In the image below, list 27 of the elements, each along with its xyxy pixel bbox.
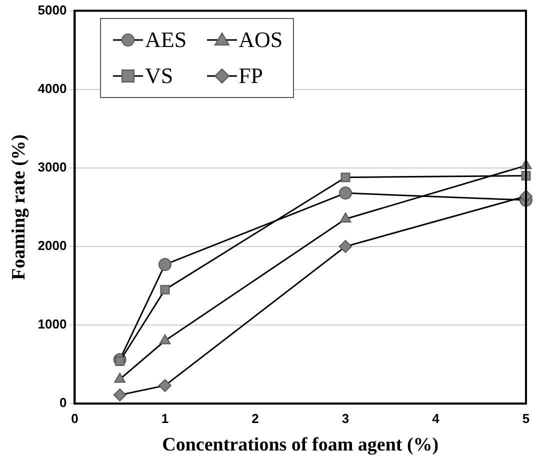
x-tick-label: 4 xyxy=(432,410,440,426)
y-axis-title: Foaming rate (%) xyxy=(8,134,30,280)
y-tick-label: 1000 xyxy=(38,316,67,332)
x-tick-label: 5 xyxy=(522,410,530,426)
y-tick-label: 4000 xyxy=(38,80,67,96)
point xyxy=(338,186,352,200)
point xyxy=(159,334,171,344)
y-tick-label: 2000 xyxy=(38,238,67,254)
legend-label: FP xyxy=(238,63,264,89)
x-tick-label: 2 xyxy=(252,410,259,426)
x-tick-label: 1 xyxy=(161,410,169,426)
x-axis-title: Concentrations of foam agent (%) xyxy=(162,434,439,456)
legend-label: VS xyxy=(145,63,174,89)
point xyxy=(158,258,172,272)
y-tick-label: 0 xyxy=(59,395,67,410)
point xyxy=(158,379,172,392)
y-tick-label: 5000 xyxy=(38,2,67,18)
x-tick-label: 3 xyxy=(342,410,350,426)
point xyxy=(340,172,350,182)
point xyxy=(338,240,352,253)
y-tick-label: 3000 xyxy=(38,160,67,174)
point xyxy=(114,372,126,383)
point xyxy=(160,284,170,294)
x-tick-label: 0 xyxy=(71,410,78,426)
legend-label: AES xyxy=(145,27,187,53)
point xyxy=(113,388,126,402)
legend-label: AOS xyxy=(238,27,283,53)
